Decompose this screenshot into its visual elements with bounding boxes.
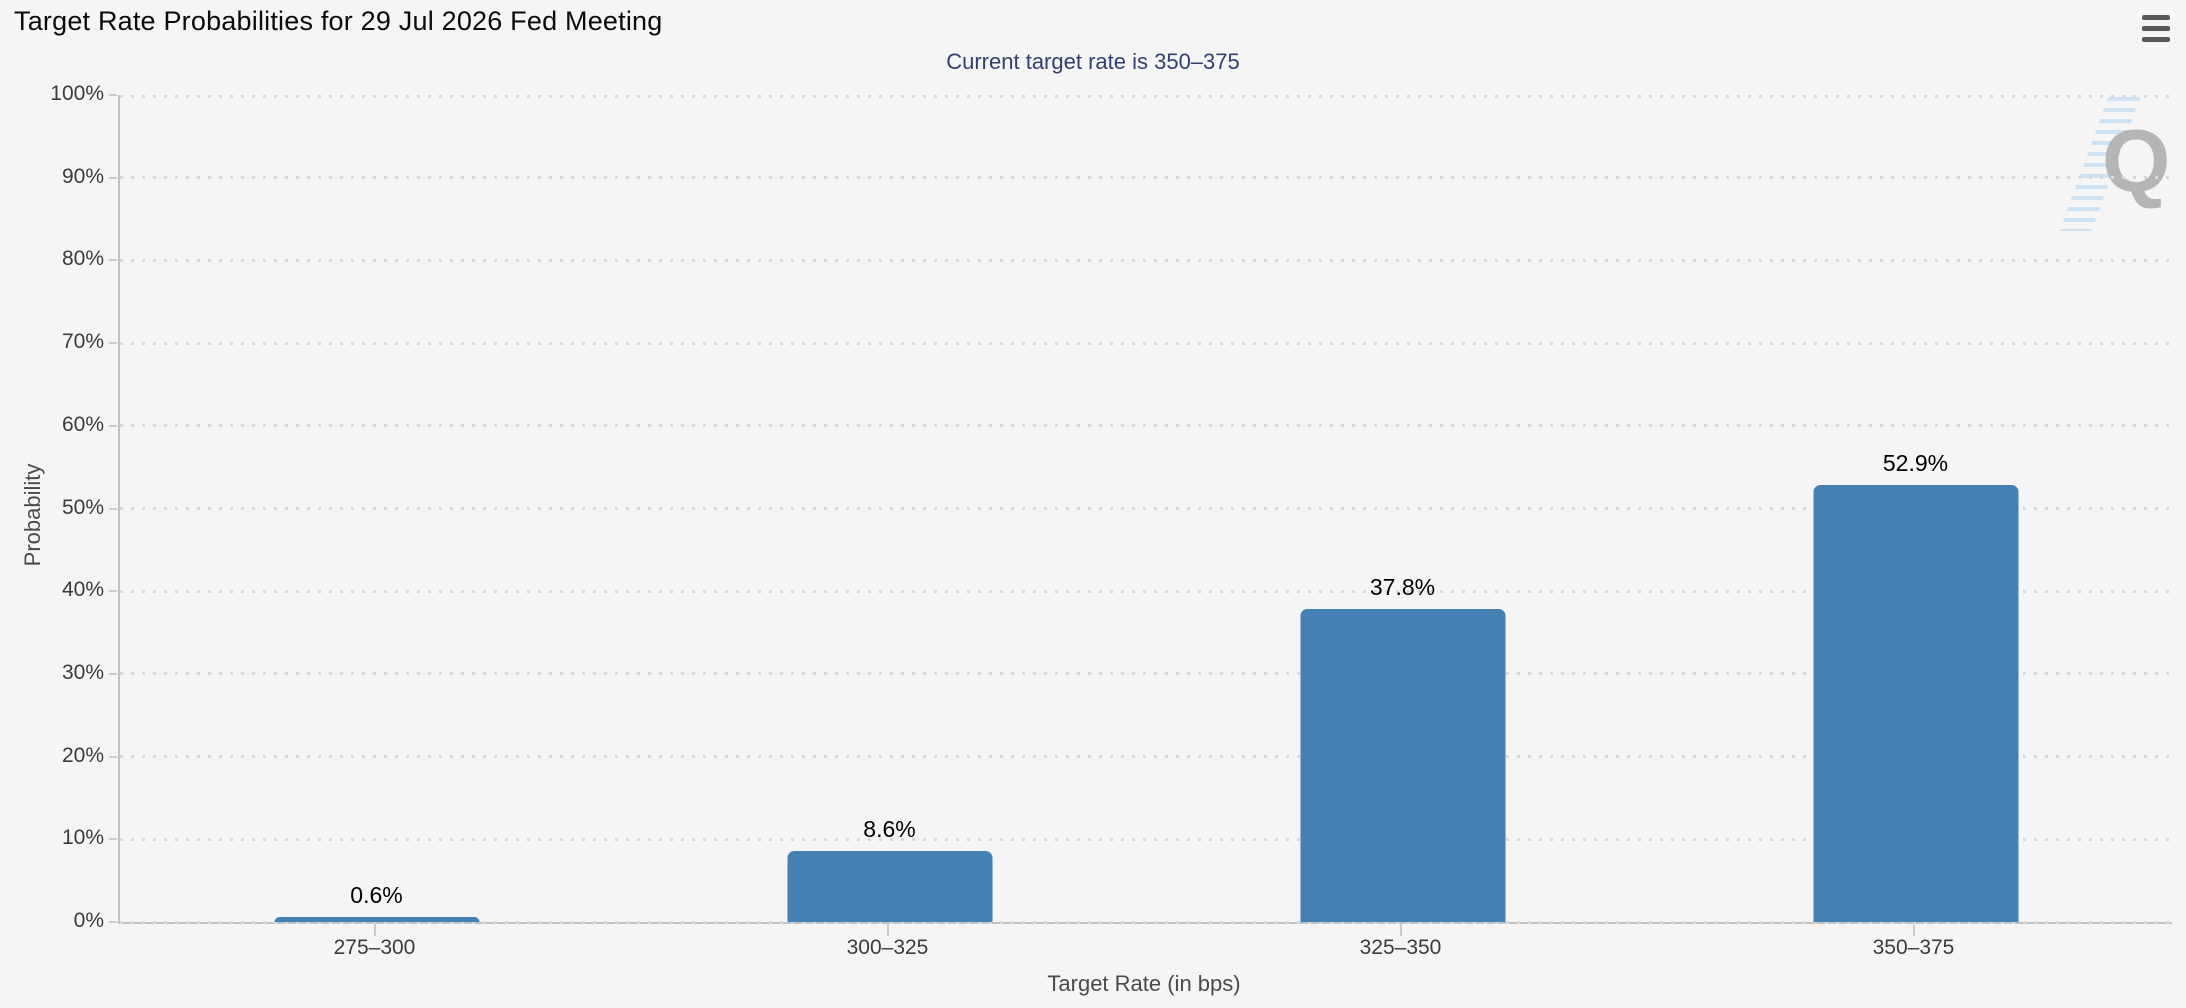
bar-value-label: 8.6% xyxy=(863,815,916,842)
y-axis-tick-label: 40% xyxy=(61,578,104,602)
probability-bar-275–300[interactable] xyxy=(274,917,479,922)
y-axis-tick-label: 70% xyxy=(61,330,104,354)
gridline-10 xyxy=(120,837,2172,841)
menu-bar xyxy=(2142,15,2170,20)
y-axis-tick-label: 50% xyxy=(61,495,104,519)
gridline-40 xyxy=(120,589,2172,593)
gridline-100 xyxy=(120,95,2172,98)
page-title: Target Rate Probabilities for 29 Jul 202… xyxy=(14,6,663,36)
bar-slot: 52.9% xyxy=(1659,95,2172,922)
bar-slot: 37.8% xyxy=(1146,95,1659,922)
y-axis-tick xyxy=(109,755,117,758)
x-axis-tick xyxy=(886,924,889,936)
x-axis-tick-label: 325–350 xyxy=(1359,936,1442,959)
y-axis-tick xyxy=(109,176,117,179)
y-axis-tick xyxy=(109,94,117,96)
x-axis-tick-label: 350–375 xyxy=(1872,936,1955,959)
gridline-30 xyxy=(120,672,2172,676)
y-axis-tick-label: 80% xyxy=(61,247,104,271)
y-axis-tick xyxy=(109,424,117,427)
current-target-rate-subtitle: Current target rate is 350–375 xyxy=(946,49,1240,74)
y-axis-tick xyxy=(109,590,117,593)
bar-value-label: 37.8% xyxy=(1369,574,1436,601)
bar-value-label: 52.9% xyxy=(1882,449,1949,476)
x-axis-tick xyxy=(373,924,376,936)
probability-bar-300–325[interactable] xyxy=(787,850,992,922)
plot-area: Q 0.6% 8.6% 37.8% 52.9% xyxy=(118,95,2172,924)
hamburger-menu-icon[interactable] xyxy=(2142,15,2170,42)
gridline-0 xyxy=(120,920,2172,924)
gridline-20 xyxy=(120,755,2172,759)
y-axis-tick xyxy=(109,259,117,262)
bar-value-label: 0.6% xyxy=(350,882,403,909)
x-axis-tick xyxy=(1399,924,1402,936)
gridline-50 xyxy=(120,507,2172,510)
bar-slot: 0.6% xyxy=(120,95,633,922)
x-axis-title: Target Rate (in bps) xyxy=(1047,971,1241,996)
y-axis-tick-label: 90% xyxy=(61,164,104,188)
y-axis-tick-label: 100% xyxy=(50,82,104,105)
y-axis-tick xyxy=(109,507,117,510)
x-axis-tick-label: 300–325 xyxy=(846,936,929,959)
gridline-90 xyxy=(120,176,2172,180)
gridline-70 xyxy=(120,341,2172,345)
x-axis-tick-label: 275–300 xyxy=(333,936,416,959)
y-axis-tick xyxy=(109,342,117,345)
y-axis-tick xyxy=(109,672,117,675)
menu-bar xyxy=(2142,26,2170,31)
gridline-80 xyxy=(120,258,2172,262)
gridline-60 xyxy=(120,424,2172,428)
y-axis-tick-label: 30% xyxy=(61,660,104,684)
probability-bar-325–350[interactable] xyxy=(1300,609,1505,922)
x-axis-tick xyxy=(1912,924,1915,936)
probability-bar-350–375[interactable] xyxy=(1813,484,2018,922)
y-axis-tick-label: 60% xyxy=(61,412,104,436)
y-axis-tick-label: 10% xyxy=(61,826,104,850)
y-axis-tick xyxy=(109,921,117,923)
y-axis-tick-label: 0% xyxy=(73,909,104,932)
y-axis-tick xyxy=(109,838,117,841)
bar-slot: 8.6% xyxy=(633,95,1146,922)
y-axis-tick-label: 20% xyxy=(61,743,104,767)
menu-bar xyxy=(2142,37,2170,42)
